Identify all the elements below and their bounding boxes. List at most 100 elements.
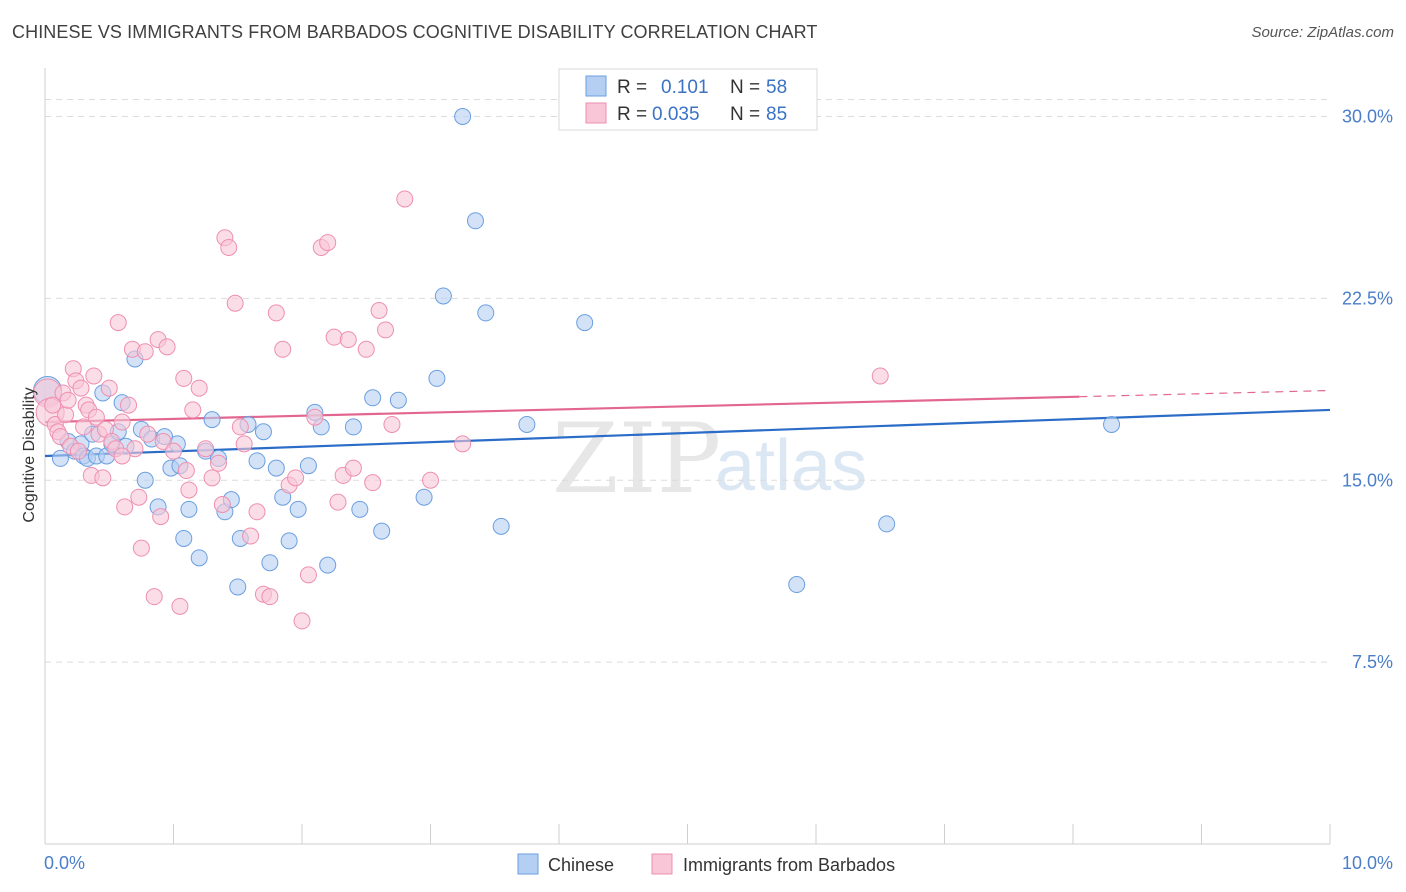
point-0-46 bbox=[344, 418, 362, 436]
point-1-66 bbox=[319, 234, 337, 252]
point-0-54 bbox=[454, 108, 472, 125]
point-1-12 bbox=[69, 442, 87, 460]
point-1-26 bbox=[109, 314, 127, 332]
point-1-58 bbox=[267, 304, 285, 322]
legend-r-value-barbados: 0.035 bbox=[652, 104, 700, 125]
point-1-76 bbox=[383, 415, 401, 433]
point-1-52 bbox=[231, 418, 249, 436]
point-1-45 bbox=[190, 379, 208, 397]
point-1-47 bbox=[203, 469, 221, 487]
point-1-42 bbox=[175, 369, 193, 387]
point-0-62 bbox=[1103, 415, 1121, 433]
point-1-14 bbox=[75, 418, 93, 436]
point-0-57 bbox=[492, 517, 510, 535]
point-1-40 bbox=[165, 442, 182, 460]
point-0-38 bbox=[267, 459, 285, 477]
point-0-48 bbox=[364, 389, 382, 407]
point-1-67 bbox=[325, 328, 343, 346]
point-1-41 bbox=[171, 597, 189, 615]
point-1-35 bbox=[139, 425, 157, 443]
series-legend: Chinese Immigrants from Barbados bbox=[517, 853, 895, 875]
point-1-80 bbox=[871, 367, 889, 385]
data-points bbox=[33, 108, 1121, 630]
gridlines bbox=[45, 99, 1330, 663]
point-0-26 bbox=[190, 549, 208, 567]
x-tick-label-max: 10.0% bbox=[1342, 853, 1393, 873]
point-1-51 bbox=[226, 294, 244, 312]
trend-line-extension-1 bbox=[1079, 389, 1331, 398]
y-tick-label-0: 30.0% bbox=[1342, 107, 1393, 127]
point-1-29 bbox=[120, 396, 138, 414]
y-tick-label-3: 7.5% bbox=[1352, 652, 1393, 672]
point-1-83 bbox=[177, 462, 195, 480]
point-1-23 bbox=[100, 379, 118, 397]
legend-r-label-barbados: R = bbox=[617, 104, 647, 125]
point-1-73 bbox=[364, 474, 382, 492]
point-1-75 bbox=[377, 321, 395, 339]
point-0-59 bbox=[576, 314, 594, 332]
point-0-58 bbox=[518, 415, 536, 433]
point-0-17 bbox=[136, 471, 154, 489]
point-0-32 bbox=[229, 578, 247, 596]
point-1-48 bbox=[209, 454, 227, 472]
point-1-8 bbox=[59, 391, 77, 409]
point-0-25 bbox=[180, 500, 198, 518]
y-tick-label-1: 22.5% bbox=[1342, 288, 1393, 308]
point-1-44 bbox=[184, 401, 202, 419]
point-1-54 bbox=[242, 527, 260, 545]
series-label-barbados: Immigrants from Barbados bbox=[683, 855, 895, 875]
point-1-18 bbox=[85, 367, 103, 385]
point-1-57 bbox=[261, 588, 279, 606]
point-1-34 bbox=[136, 343, 154, 361]
point-0-28 bbox=[203, 411, 221, 429]
point-1-61 bbox=[287, 469, 305, 487]
point-1-72 bbox=[357, 340, 375, 358]
point-1-43 bbox=[180, 481, 198, 499]
legend-n-label-barbados: N = bbox=[730, 104, 760, 125]
point-1-36 bbox=[145, 588, 163, 606]
point-1-31 bbox=[126, 440, 144, 458]
point-1-53 bbox=[235, 435, 253, 453]
watermark-zip: ZIP bbox=[552, 403, 721, 515]
point-1-71 bbox=[344, 459, 362, 477]
legend-n-value-barbados: 85 bbox=[766, 104, 787, 125]
series-label-chinese: Chinese bbox=[548, 855, 614, 875]
point-0-42 bbox=[299, 457, 317, 475]
point-1-68 bbox=[329, 493, 347, 511]
legend-r-value-chinese: 0.101 bbox=[661, 77, 709, 98]
watermark: ZIP atlas bbox=[552, 403, 867, 515]
point-1-84 bbox=[213, 496, 231, 513]
point-0-35 bbox=[248, 452, 266, 470]
point-0-60 bbox=[788, 576, 806, 594]
point-1-55 bbox=[248, 503, 266, 521]
legend-swatch-chinese bbox=[585, 75, 607, 97]
point-0-47 bbox=[351, 500, 369, 518]
point-1-77 bbox=[396, 190, 414, 208]
point-1-82 bbox=[152, 508, 170, 526]
point-0-61 bbox=[878, 515, 896, 533]
source-label: Source: ZipAtlas.com bbox=[1251, 24, 1394, 41]
watermark-atlas: atlas bbox=[715, 426, 867, 506]
point-0-37 bbox=[261, 554, 279, 572]
series-swatch-chinese bbox=[517, 853, 539, 875]
point-1-32 bbox=[130, 488, 148, 506]
point-1-70 bbox=[339, 331, 357, 349]
point-1-2 bbox=[44, 396, 62, 414]
point-1-63 bbox=[299, 566, 317, 584]
legend-n-label-chinese: N = bbox=[730, 77, 760, 98]
point-0-50 bbox=[389, 391, 407, 409]
point-1-59 bbox=[274, 340, 292, 358]
point-0-45 bbox=[319, 556, 337, 574]
point-0-56 bbox=[477, 304, 495, 322]
legend-r-label-chinese: R = bbox=[617, 77, 647, 98]
point-0-36 bbox=[254, 423, 272, 441]
point-1-62 bbox=[293, 612, 311, 630]
legend-swatch-barbados bbox=[585, 102, 607, 124]
point-0-55 bbox=[466, 212, 484, 230]
point-1-78 bbox=[422, 471, 439, 489]
point-1-21 bbox=[94, 469, 112, 487]
y-tick-label-2: 15.0% bbox=[1342, 470, 1393, 490]
point-0-52 bbox=[428, 369, 446, 387]
point-0-51 bbox=[415, 488, 433, 506]
